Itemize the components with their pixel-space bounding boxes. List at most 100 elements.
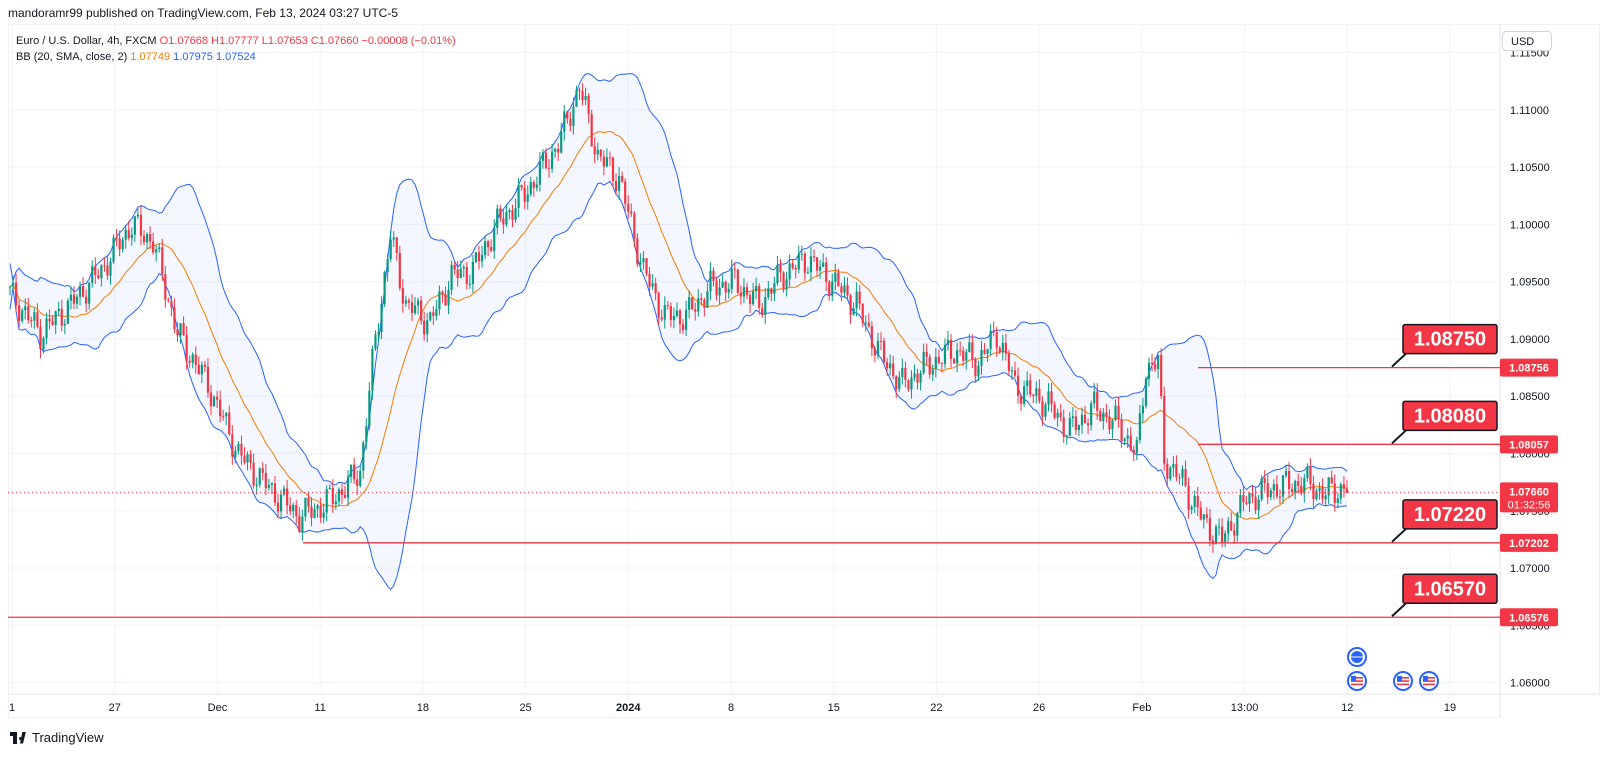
level-callout-box[interactable]: [1402, 499, 1498, 530]
candle-body: [377, 332, 380, 335]
candle-body: [544, 152, 548, 168]
candle-body: [1016, 375, 1020, 396]
candle-body: [672, 316, 676, 321]
candle-body: [919, 372, 922, 383]
candle-body: [639, 262, 642, 265]
candle-body: [353, 464, 356, 480]
candle-body: [1157, 354, 1160, 370]
candle-body: [1053, 404, 1056, 418]
candle-body: [234, 450, 237, 457]
candle-body: [782, 272, 785, 290]
candle-body: [179, 323, 182, 336]
candle-body: [371, 348, 374, 391]
level-callout-box[interactable]: [1402, 573, 1498, 605]
candle-body: [349, 464, 353, 477]
candle-body: [694, 309, 697, 312]
candle-body: [1196, 495, 1199, 508]
candle-body: [791, 263, 794, 268]
candle-body: [1035, 388, 1038, 396]
candle-body: [931, 369, 934, 375]
candle-body: [465, 266, 468, 284]
candle-body: [1096, 391, 1099, 411]
bb-basis-value: 1.07749: [130, 51, 171, 63]
candle-body: [185, 335, 188, 361]
time-axis[interactable]: [8, 693, 1501, 718]
candle-body: [788, 263, 791, 280]
candle-body: [758, 286, 761, 308]
level-callout-box[interactable]: [1402, 323, 1498, 355]
candle-body: [1019, 395, 1023, 404]
candle-body: [733, 268, 736, 270]
candle-body: [359, 470, 362, 486]
time-tick-label: 11: [314, 702, 325, 714]
candle-body: [965, 352, 968, 361]
candle-body: [566, 111, 569, 119]
candle-body: [450, 264, 453, 290]
candle-body: [69, 294, 73, 301]
candle-body: [910, 377, 913, 390]
time-tick-label: 8: [728, 702, 734, 714]
candle-body: [706, 291, 709, 308]
candle-body: [1193, 495, 1196, 507]
candle-body: [1297, 481, 1300, 486]
candle-body: [66, 300, 69, 324]
candle-body: [1111, 419, 1114, 430]
candle-body: [407, 300, 411, 303]
candle-body: [45, 318, 48, 339]
candle-body: [237, 443, 240, 451]
candle-body: [943, 344, 947, 364]
candle-body: [505, 211, 508, 225]
candle-body: [916, 373, 919, 383]
candle-body: [800, 253, 803, 255]
candle-body: [331, 487, 334, 505]
plot-pane[interactable]: [8, 24, 1501, 695]
candle-body: [822, 262, 825, 267]
candle-body: [1263, 478, 1266, 484]
candle-body: [334, 501, 337, 505]
candle-body: [575, 90, 578, 107]
candle-body: [365, 426, 368, 443]
candle-body: [322, 512, 325, 518]
level-label-pointer: [1391, 352, 1407, 368]
candle-body: [1150, 362, 1154, 364]
currency-button[interactable]: USD: [1502, 31, 1552, 51]
us-flag-canton: [1397, 676, 1402, 681]
candle-body: [30, 320, 33, 322]
level-callout-box[interactable]: [1402, 400, 1498, 432]
time-tick-label: 19: [1444, 702, 1456, 714]
candle-body: [535, 184, 538, 188]
candle-body: [398, 253, 401, 289]
candle-body: [1318, 487, 1321, 491]
candle-body: [429, 312, 432, 321]
candle-body: [645, 258, 648, 274]
candle-body: [1105, 412, 1108, 417]
candle-body: [313, 508, 316, 518]
candle-body: [651, 283, 654, 287]
candle-body: [1321, 487, 1324, 500]
candle-body: [1324, 495, 1327, 500]
candle-body: [986, 349, 989, 354]
candle-body: [940, 363, 944, 365]
candle-body: [337, 489, 341, 502]
candle-body: [560, 131, 563, 153]
candle-body: [410, 302, 414, 314]
indicator-label[interactable]: BB (20, SMA, close, 2): [16, 51, 128, 63]
candle-body: [508, 210, 511, 212]
candle-body: [636, 238, 639, 265]
candle-body: [307, 497, 310, 507]
chart-area[interactable]: 1.11500 1.11000 1.10500 1.10000 1.09500 1.090…: [8, 24, 1600, 718]
candle-body: [164, 274, 167, 300]
candle-body: [806, 272, 810, 274]
us-flag-stripe: [1423, 677, 1435, 679]
candle-body: [222, 416, 225, 418]
time-tick-label: 18: [417, 702, 429, 714]
candle-body: [255, 484, 258, 486]
candle-body: [142, 235, 146, 243]
candle-body: [554, 148, 557, 152]
symbol-label[interactable]: Euro / U.S. Dollar, 4h, FXCM: [16, 35, 157, 47]
candle-body: [1294, 481, 1297, 493]
candle-body: [27, 306, 30, 321]
bb-lower-value: 1.07524: [215, 51, 256, 63]
candle-body: [1336, 498, 1339, 503]
candle-body: [420, 300, 423, 321]
